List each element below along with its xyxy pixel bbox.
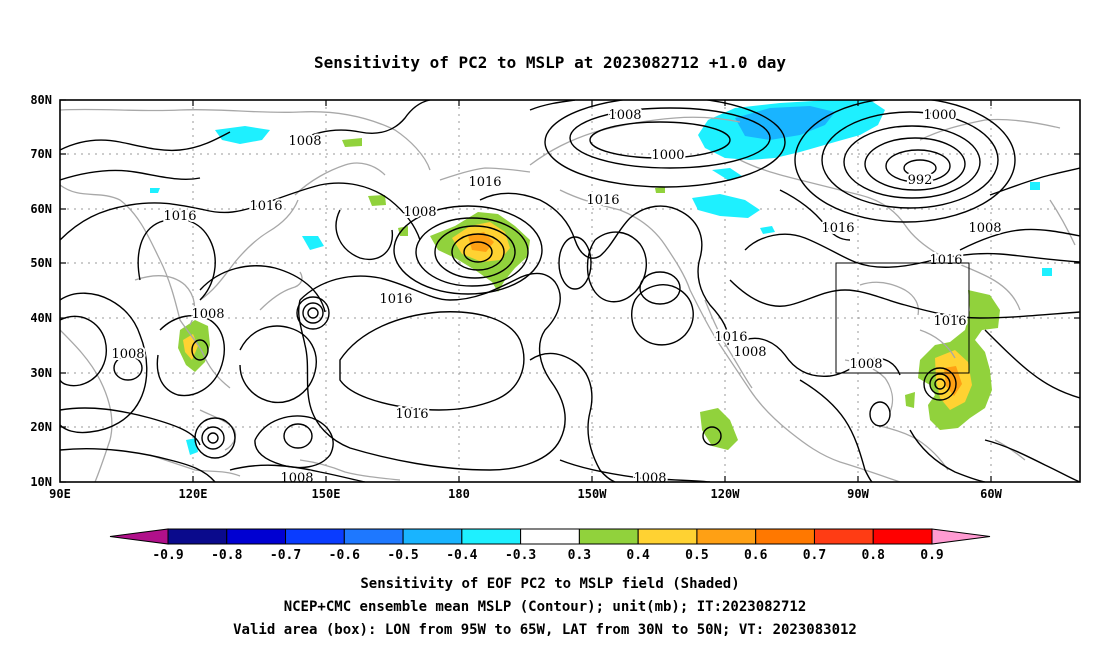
colorbar-swatch (578, 528, 639, 545)
mslp-contours (60, 100, 1080, 482)
colorbar-swatch (637, 528, 698, 545)
contour-label: 1016 (586, 193, 619, 208)
contour-label: 1016 (249, 199, 282, 214)
contour-label: 1016 (821, 221, 854, 236)
lat-tick-label: 20N (30, 420, 52, 434)
colorbar-label: -0.5 (387, 548, 418, 563)
contour-label: 1008 (633, 471, 666, 486)
caption: Sensitivity of EOF PC2 to MSLP field (Sh… (233, 576, 857, 638)
colorbar-swatch (813, 528, 874, 545)
contour-label: 1008 (280, 471, 313, 486)
colorbar: -0.9 -0.8 -0.7 -0.6 -0.5 -0.4 -0.3 0.3 0.4 0.5 0.6… (109, 528, 991, 563)
colorbar-high-extension (931, 528, 991, 545)
colorbar-label: 0.3 (568, 548, 591, 563)
colorbar-label: 0.8 (861, 548, 885, 563)
contour-labels: 1008 1000 1000 992 1008 1016 1016 1008 1… (109, 106, 1003, 486)
caption-line-2: NCEP+CMC ensemble mean MSLP (Contour); u… (284, 599, 807, 615)
colorbar-label: -0.9 (152, 548, 183, 563)
colorbar-swatch (343, 528, 404, 545)
lon-tick-label: 60W (980, 487, 1002, 501)
colorbar-swatch (872, 528, 933, 545)
contour-label: 1016 (929, 253, 962, 268)
positive-sensitivity-shading (178, 138, 1000, 450)
lat-tick-label: 10N (30, 475, 52, 489)
colorbar-swatch (402, 528, 463, 545)
lat-tick-label: 60N (30, 202, 52, 216)
colorbar-label: -0.6 (329, 548, 360, 563)
caption-line-1: Sensitivity of EOF PC2 to MSLP field (Sh… (360, 576, 739, 592)
colorbar-swatch (226, 528, 287, 545)
lon-tick-label: 150E (312, 487, 341, 501)
lat-tick-label: 70N (30, 147, 52, 161)
contour-label: 1016 (714, 330, 747, 345)
lon-tick-label: 90E (49, 487, 71, 501)
lat-tick-label: 80N (30, 93, 52, 107)
colorbar-label: 0.6 (744, 548, 768, 563)
contour-label: 1000 (651, 148, 684, 163)
lon-tick-label: 120W (711, 487, 741, 501)
colorbar-label: 0.7 (803, 548, 826, 563)
colorbar-swatch (285, 528, 345, 545)
lon-tick-label: 90W (847, 487, 869, 501)
colorbar-swatch (696, 528, 757, 545)
lat-tick-label: 30N (30, 366, 52, 380)
contour-label: 1008 (733, 345, 766, 360)
contour-label: 1008 (968, 221, 1001, 236)
map-title: Sensitivity of PC2 to MSLP at 2023082712… (314, 53, 786, 72)
latitude-labels: 80N 70N 60N 50N 40N 30N 20N 10N (30, 93, 52, 489)
tick-marks (60, 99, 1080, 483)
contour-label: 992 (908, 173, 933, 188)
contour-label: 1000 (923, 108, 956, 123)
lat-tick-label: 50N (30, 256, 52, 270)
lat-tick-label: 40N (30, 311, 52, 325)
graticule (60, 100, 1080, 482)
contour-label: 1016 (933, 314, 966, 329)
colorbar-label: -0.4 (446, 548, 477, 563)
colorbar-label: -0.8 (211, 548, 242, 563)
longitude-labels: 90E 120E 150E 180 150W 120W 90W 60W (49, 487, 1002, 501)
map-frame (59, 99, 1081, 483)
colorbar-label: 0.9 (920, 548, 943, 563)
contour-label: 1008 (403, 205, 436, 220)
contour-label: 1008 (191, 307, 224, 322)
contour-label: 1008 (849, 357, 882, 372)
caption-line-3: Valid area (box): LON from 95W to 65W, L… (233, 622, 857, 638)
contour-label: 1008 (111, 347, 144, 362)
colorbar-label: -0.3 (505, 548, 536, 563)
colorbar-swatch (520, 528, 580, 545)
colorbar-label: -0.7 (270, 548, 301, 563)
colorbar-low-extension (109, 528, 169, 545)
colorbar-label: 0.5 (685, 548, 708, 563)
map-area: 1008 1000 1000 992 1008 1016 1016 1008 1… (60, 100, 1080, 486)
contour-label: 1016 (395, 407, 428, 422)
valid-area-box (835, 262, 970, 374)
lon-tick-label: 150W (578, 487, 608, 501)
colorbar-swatch (755, 528, 815, 545)
lon-tick-label: 180 (448, 487, 470, 501)
contour-label: 1008 (608, 108, 641, 123)
contour-label: 1016 (468, 175, 501, 190)
lon-tick-label: 120E (179, 487, 208, 501)
contour-label: 1016 (163, 209, 196, 224)
contour-label: 1008 (288, 134, 321, 149)
colorbar-label: 0.4 (626, 548, 650, 563)
contour-label: 1016 (379, 292, 412, 307)
colorbar-swatch (167, 528, 228, 545)
colorbar-swatch (461, 528, 522, 545)
